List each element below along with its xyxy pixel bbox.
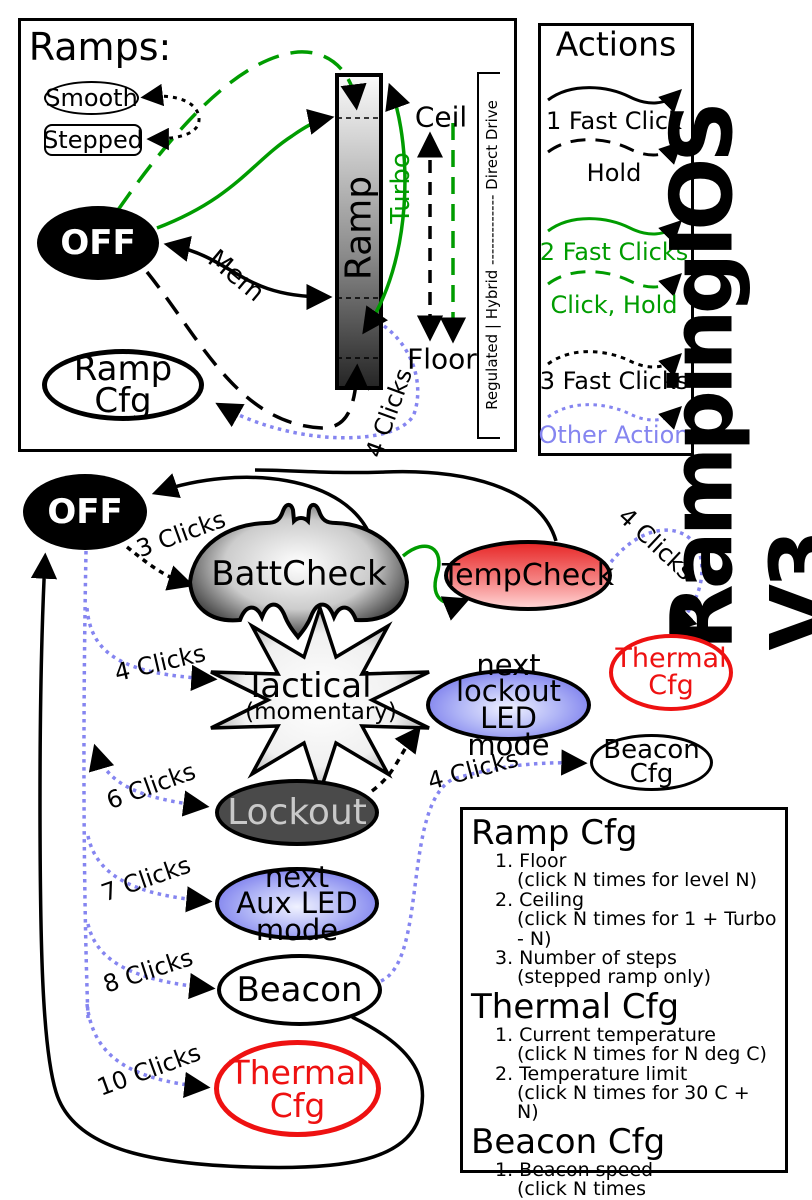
config-heading-ramp: Ramp Cfg <box>471 813 638 853</box>
config-item-detail: (stepped ramp only) <box>517 966 712 989</box>
turbo-label: Turbo <box>386 152 416 224</box>
actions-panel <box>538 23 694 456</box>
off-node-top: OFF <box>37 206 159 280</box>
legend-label-clickhold: Click, Hold <box>550 291 678 319</box>
battcheck-label: BattCheck <box>211 554 387 594</box>
floor-label: Floor <box>407 342 477 376</box>
config-item: 3. Number of steps <box>495 946 677 969</box>
lockout-led-node: next lockout LED mode <box>426 650 591 759</box>
rampcfg-node: Ramp Cfg <box>42 349 204 421</box>
actions-title: Actions <box>555 24 677 64</box>
config-item: 2. Temperature limit <box>495 1062 688 1085</box>
edge-label-off-beacon: 8 Clicks <box>99 943 197 999</box>
ramp-bar-label: Ramp <box>338 175 380 281</box>
beaconcfg-node: Beacon Cfg <box>590 734 713 791</box>
lockout-node: Lockout <box>215 779 379 846</box>
edge-label-off-thermal: 10 Clicks <box>93 1038 205 1102</box>
config-heading-thermal: Thermal Cfg <box>471 986 680 1027</box>
ceil-label: Ceil <box>414 100 468 134</box>
config-item-detail: (click N times for 30 C + N) <box>517 1081 750 1124</box>
stepped-node: Stepped <box>43 124 143 156</box>
brand-title: RampingIOS V3 <box>652 105 812 651</box>
legend-label-2fastclicks: 2 Fast Clicks <box>539 238 689 266</box>
config-item-detail: for N seconds per flash) <box>471 1199 777 1200</box>
legend-label-hold: Hold <box>586 159 642 187</box>
edge-lockout-lockoutled <box>370 725 421 793</box>
edge-off-trunk <box>82 550 90 1019</box>
config-item-detail: (click N times for level N) <box>517 869 758 892</box>
thermalcfg-node-bottom: Thermal Cfg <box>214 1040 381 1137</box>
config-item-detail: (click N times for N deg C) <box>517 1043 767 1066</box>
tactical-label: Tactical (momentary) <box>245 665 397 726</box>
config-item: 1. Floor <box>495 850 567 873</box>
config-item: 2. Ceiling <box>495 888 585 911</box>
edge-label-off-aux: 7 Clicks <box>97 850 195 908</box>
config-item-detail: (click N times <box>517 1178 646 1200</box>
config-item: 1. Beacon speed <box>495 1158 654 1181</box>
thermalcfg-node-top: Thermal Cfg <box>609 634 733 711</box>
legend-label-1fastclick: 1 Fast Click <box>546 107 682 135</box>
edge-label-off-lockout: 6 Clicks <box>102 757 200 815</box>
legend-label-otheraction: Other Action <box>538 421 690 449</box>
config-item-detail: (click N times for 1 + Turbo - N) <box>517 908 777 950</box>
edge-tempcheck-off-return <box>254 468 558 542</box>
aux-led-node: next Aux LED mode <box>215 862 379 944</box>
legend-label-3fastclicks: 3 Fast Clicks <box>539 367 689 395</box>
tempcheck-node: TempCheck <box>442 540 614 611</box>
config-heading-beacon: Beacon Cfg <box>471 1121 666 1162</box>
ramps-title: Ramps: <box>28 25 172 69</box>
ramps-panel <box>18 18 517 452</box>
drive-axis-label: Regulated | Hybrid ------------- Direct … <box>483 100 501 410</box>
edge-label-off-tactical: 4 Clicks <box>111 638 209 688</box>
beacon-node: Beacon <box>217 954 382 1026</box>
smooth-node: Smooth <box>44 81 139 115</box>
config-item: 1. Current temperature <box>495 1023 716 1046</box>
off-node-bottom: OFF <box>23 474 147 550</box>
config-panel: Ramp Cfg 1. Floor (click N times for lev… <box>463 810 785 1200</box>
